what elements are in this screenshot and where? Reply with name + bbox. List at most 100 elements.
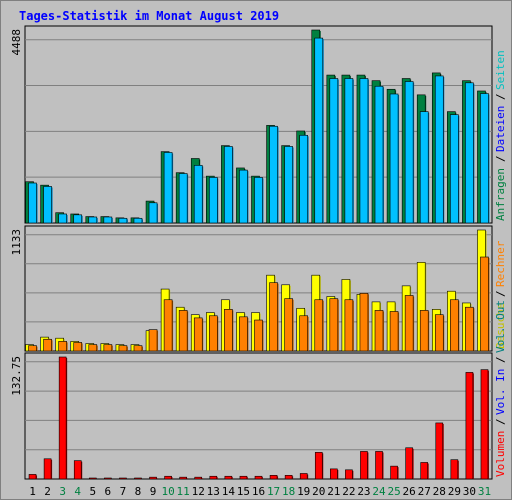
x-tick-label-10: 10	[161, 485, 174, 498]
bar-rechner-day-28	[434, 314, 444, 352]
x-tick-label-2: 2	[44, 485, 51, 498]
bar-rechner-day-8	[133, 345, 143, 352]
bar-volumen-day-29	[450, 459, 459, 480]
bar-volumen-day-26	[405, 447, 413, 480]
bar-volumen-day-13	[209, 475, 218, 480]
bar-rechner-day-13	[209, 315, 218, 352]
bar-volumen-day-22	[345, 469, 353, 480]
bar-dateien-day-28	[434, 75, 444, 224]
bar-dateien-day-18	[284, 146, 293, 224]
y-axis-max-label: 4488	[10, 29, 23, 56]
bar-volumen-day-4	[73, 460, 82, 480]
bar-volumen-day-30	[465, 372, 474, 480]
bar-dateien-day-29	[450, 114, 459, 224]
legend-item: Rechner	[494, 240, 507, 287]
legend-item: /	[494, 418, 507, 425]
bar-dateien-day-1	[28, 182, 37, 224]
bar-volumen-day-16	[254, 475, 263, 480]
bar-volumen-day-5	[88, 477, 97, 480]
bar-rechner-day-12	[193, 317, 203, 352]
bar-volumen-day-6	[104, 477, 112, 480]
bar-dateien-day-30	[465, 82, 474, 224]
bar-rechner-day-4	[73, 342, 83, 352]
bar-rechner-day-23	[359, 293, 369, 352]
legend-hits: Anfragen / Dateien / Seiten	[494, 50, 507, 221]
legend-item: Volumen	[494, 431, 507, 477]
x-tick-label-6: 6	[105, 485, 112, 498]
x-tick-label-12: 12	[192, 485, 205, 498]
x-tick-label-30: 30	[463, 485, 476, 498]
bar-dateien-day-11	[178, 173, 188, 224]
y-axis-max-label: 132.75	[10, 356, 23, 396]
bar-dateien-day-12	[193, 165, 203, 224]
bar-rechner-day-30	[465, 306, 474, 352]
bar-rechner-day-21	[329, 298, 339, 352]
bar-dateien-day-31	[480, 93, 489, 224]
bar-rechner-day-22	[344, 299, 354, 352]
bar-rechner-day-26	[404, 295, 414, 352]
bar-rechner-day-14	[224, 309, 233, 352]
bar-dateien-day-21	[329, 78, 339, 224]
x-tick-label-4: 4	[74, 485, 81, 498]
legend-visits: Besuche / Rechner	[494, 240, 507, 349]
bar-volumen-day-18	[284, 475, 293, 480]
x-tick-label-8: 8	[135, 485, 142, 498]
x-tick-label-29: 29	[448, 485, 461, 498]
x-tick-label-21: 21	[327, 485, 340, 498]
bar-dateien-day-3	[58, 213, 67, 224]
bar-rechner-day-24	[374, 310, 384, 352]
bar-dateien-day-23	[359, 78, 369, 224]
panel-hits: 4488 Anfragen / Dateien / Seiten	[10, 25, 507, 224]
x-tick-label-23: 23	[357, 485, 370, 498]
x-tick-label-26: 26	[403, 485, 416, 498]
bar-rechner-day-7	[118, 345, 128, 352]
bar-rechner-day-18	[284, 298, 293, 352]
bar-volumen-day-21	[330, 468, 338, 480]
x-tick-label-1: 1	[29, 485, 36, 498]
bar-dateien-day-2	[43, 186, 52, 224]
bar-rechner-day-6	[103, 344, 113, 352]
bar-dateien-day-22	[344, 78, 354, 224]
bar-rechner-day-10	[163, 299, 173, 352]
legend-item: /	[494, 155, 507, 162]
bar-dateien-day-9	[148, 202, 158, 224]
bar-volumen-day-11	[179, 476, 187, 480]
bar-dateien-day-25	[389, 93, 399, 224]
x-tick-label-15: 15	[237, 485, 250, 498]
bar-volumen-day-12	[194, 476, 203, 480]
bar-rechner-day-25	[389, 311, 399, 352]
legend-item: /	[494, 356, 507, 363]
legend-item: Anfragen	[494, 168, 507, 221]
bar-volumen-day-28	[435, 422, 444, 480]
panel-frame	[24, 352, 493, 480]
x-tick-label-22: 22	[342, 485, 355, 498]
bar-volumen-day-25	[390, 465, 398, 480]
panel-volume: 132.75 Volumen / Vol. In / Vol. Out	[10, 300, 507, 480]
bar-rechner-day-27	[419, 310, 429, 352]
bar-volumen-day-27	[420, 462, 429, 480]
legend-item: Besuche	[494, 303, 507, 349]
bar-dateien-day-19	[299, 134, 308, 224]
bar-dateien-day-7	[118, 217, 128, 224]
bar-rechner-day-29	[450, 299, 459, 352]
bar-dateien-day-15	[239, 169, 248, 224]
bar-volumen-day-17	[269, 475, 278, 480]
bar-rechner-day-9	[148, 329, 158, 352]
bar-dateien-day-4	[73, 214, 83, 224]
x-tick-label-13: 13	[207, 485, 220, 498]
bar-rechner-day-16	[254, 319, 263, 352]
bar-dateien-day-10	[163, 152, 173, 224]
bar-volumen-day-1	[28, 474, 37, 480]
legend-item: Vol. Out	[494, 300, 507, 353]
bar-dateien-day-20	[314, 37, 324, 224]
bar-volumen-day-2	[43, 458, 52, 480]
bar-volumen-day-15	[239, 475, 248, 480]
x-tick-label-25: 25	[387, 485, 400, 498]
bar-rechner-day-11	[178, 310, 188, 352]
bar-volumen-day-31	[480, 369, 489, 480]
bar-rechner-day-3	[58, 341, 67, 352]
bar-rechner-day-17	[269, 282, 278, 352]
bar-dateien-day-13	[209, 177, 218, 224]
